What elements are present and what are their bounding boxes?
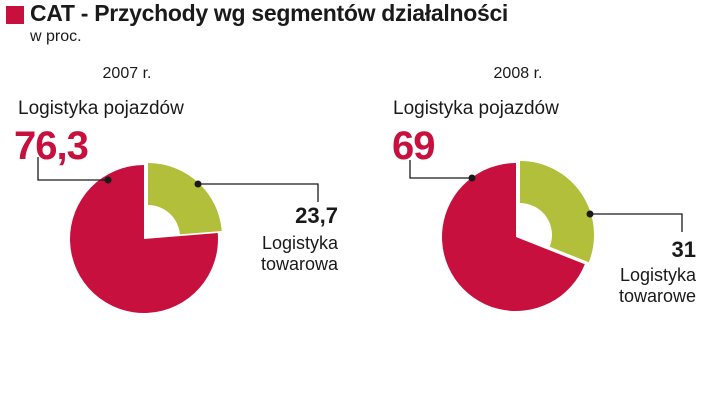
- pie-chart-2008: [409, 160, 683, 312]
- slice-value-secondary-2008: 31: [671, 237, 696, 262]
- leader-dot-secondary-2008: [586, 210, 594, 218]
- slice-value-main-2008: 69: [392, 124, 435, 168]
- leader-line-main-2007: [37, 157, 108, 181]
- chart-title: CAT - Przychody wg segmentów działalnośc…: [30, 0, 509, 26]
- pie-slice-secondary-2007: [148, 163, 222, 235]
- leader-dot-secondary-2007: [194, 180, 202, 188]
- leader-line-secondary-2008: [590, 213, 683, 232]
- slice-value-main-2007: 76,3: [14, 124, 89, 168]
- chart-subtitle: w proc.: [30, 28, 82, 45]
- slice-value-secondary-2007: 23,7: [295, 203, 338, 228]
- slice-label-secondary-2008: Logistyka towarowe: [618, 265, 696, 306]
- pie-slice-main-2007: [70, 165, 219, 313]
- pie-slice-secondary-2008: [520, 161, 595, 263]
- leader-dot-main-2007: [104, 176, 112, 184]
- slice-label-main-2007: Logistyka pojazdów: [18, 98, 184, 119]
- pie-chart-2007: [37, 157, 319, 313]
- title-marker-square: [6, 6, 24, 24]
- slice-label-main-2008: Logistyka pojazdów: [393, 98, 559, 119]
- leader-line-main-2008: [409, 160, 472, 179]
- slice-label-secondary-2007: Logistyka towarowa: [260, 233, 338, 274]
- leader-line-secondary-2007: [198, 183, 319, 202]
- year-label-2007: 2007 r.: [102, 65, 152, 82]
- year-label-2008: 2008 r.: [493, 65, 543, 82]
- leader-dot-main-2008: [468, 174, 476, 182]
- pie-slice-main-2008: [442, 163, 585, 312]
